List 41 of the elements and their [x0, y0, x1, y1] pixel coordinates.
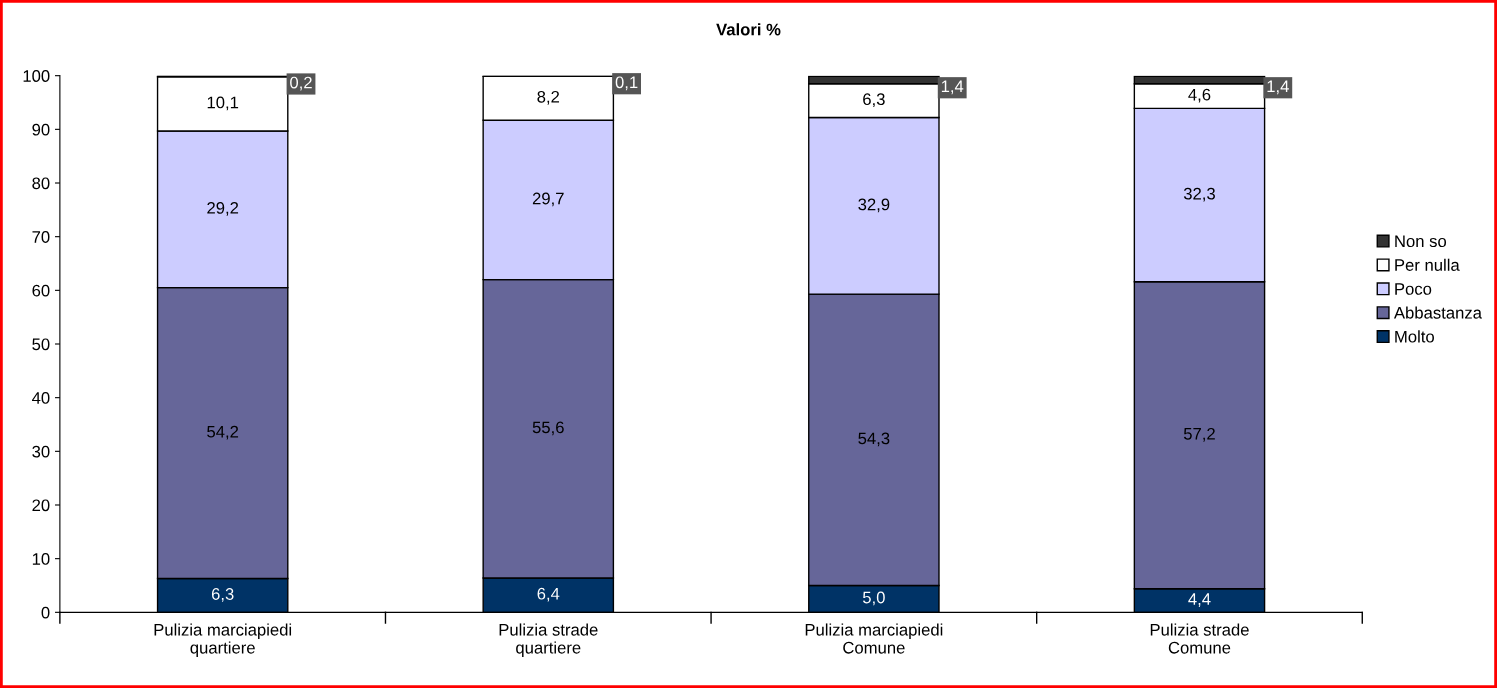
x-tick-label: Pulizia strade Comune	[1150, 623, 1249, 654]
data-label: 55,6	[532, 421, 564, 436]
y-tick-label: 100	[23, 70, 50, 82]
data-label: 5,0	[862, 591, 885, 606]
legend-label: Molto	[1395, 330, 1434, 343]
legend-label: Poco	[1395, 283, 1432, 295]
data-label: 4,4	[1188, 593, 1211, 607]
y-tick-label: 20	[32, 499, 50, 512]
data-label: 29,7	[532, 192, 564, 207]
legend-label: Abbastanza	[1393, 306, 1482, 319]
y-tick-label: 30	[32, 445, 50, 458]
data-label: 10,1	[207, 96, 239, 111]
y-tick-label: 70	[32, 231, 50, 243]
legend-label: Per nulla	[1395, 258, 1460, 271]
x-tick-label: Pulizia marciapiedi Comune	[805, 623, 943, 654]
data-label: 32,3	[1183, 187, 1215, 202]
y-tick-label: 80	[32, 177, 50, 190]
y-tick-label: 40	[32, 392, 50, 404]
chart-title: Valori %	[716, 23, 781, 36]
data-label: 0,1	[615, 76, 638, 91]
data-label: 57,2	[1183, 427, 1215, 442]
x-tick-label: Pulizia strade quartiere	[499, 623, 598, 657]
data-label: 32,9	[858, 198, 890, 213]
data-label: 29,2	[207, 201, 239, 216]
x-tick-label: Pulizia marciapiedi quartiere	[154, 623, 292, 657]
data-label: 6,3	[863, 93, 885, 108]
data-label: 1,4	[941, 80, 964, 95]
data-label: 4,6	[1188, 88, 1211, 103]
y-tick-label: 60	[32, 284, 50, 297]
legend-label: Non so	[1395, 235, 1447, 248]
data-label: 6,4	[537, 587, 560, 602]
data-label: 0,2	[290, 76, 312, 91]
y-tick-label: 10	[32, 553, 50, 565]
y-tick-label: 0	[41, 606, 50, 619]
data-label: 54,3	[858, 432, 890, 447]
y-tick-label: 50	[32, 338, 50, 351]
data-label: 6,3	[211, 588, 234, 602]
data-label: 8,2	[537, 90, 560, 105]
data-label: 1,4	[1267, 80, 1289, 95]
y-tick-label: 90	[32, 123, 50, 136]
data-label: 54,2	[207, 425, 239, 440]
